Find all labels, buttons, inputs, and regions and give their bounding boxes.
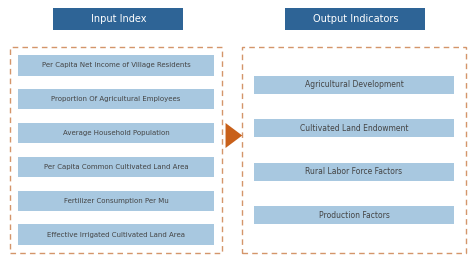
Text: Input Index: Input Index: [91, 14, 146, 24]
Text: Effective Irrigated Cultivated Land Area: Effective Irrigated Cultivated Land Area: [47, 232, 185, 238]
Bar: [254, 163, 454, 181]
Text: Output Indicators: Output Indicators: [313, 14, 398, 24]
Text: Proportion Of Agricultural Employees: Proportion Of Agricultural Employees: [51, 96, 181, 102]
Bar: [18, 157, 214, 177]
Text: Rural Labor Force Factors: Rural Labor Force Factors: [305, 167, 402, 176]
Text: Agricultural Development: Agricultural Development: [305, 80, 403, 89]
Text: Fertilizer Consumption Per Mu: Fertilizer Consumption Per Mu: [64, 198, 168, 204]
Text: Per Capita Common Cultivated Land Area: Per Capita Common Cultivated Land Area: [44, 164, 188, 170]
Bar: [18, 55, 214, 76]
Bar: [18, 224, 214, 245]
Bar: [18, 123, 214, 143]
Bar: [18, 191, 214, 211]
Bar: [18, 89, 214, 109]
Bar: [254, 119, 454, 137]
Text: Per Capita Net Income of Village Residents: Per Capita Net Income of Village Residen…: [42, 62, 191, 68]
Text: Cultivated Land Endowment: Cultivated Land Endowment: [300, 124, 408, 133]
Bar: [285, 8, 426, 30]
Bar: [54, 8, 183, 30]
Text: Average Household Population: Average Household Population: [63, 130, 169, 136]
Text: Production Factors: Production Factors: [319, 211, 390, 220]
Bar: [254, 76, 454, 94]
Bar: [254, 206, 454, 224]
